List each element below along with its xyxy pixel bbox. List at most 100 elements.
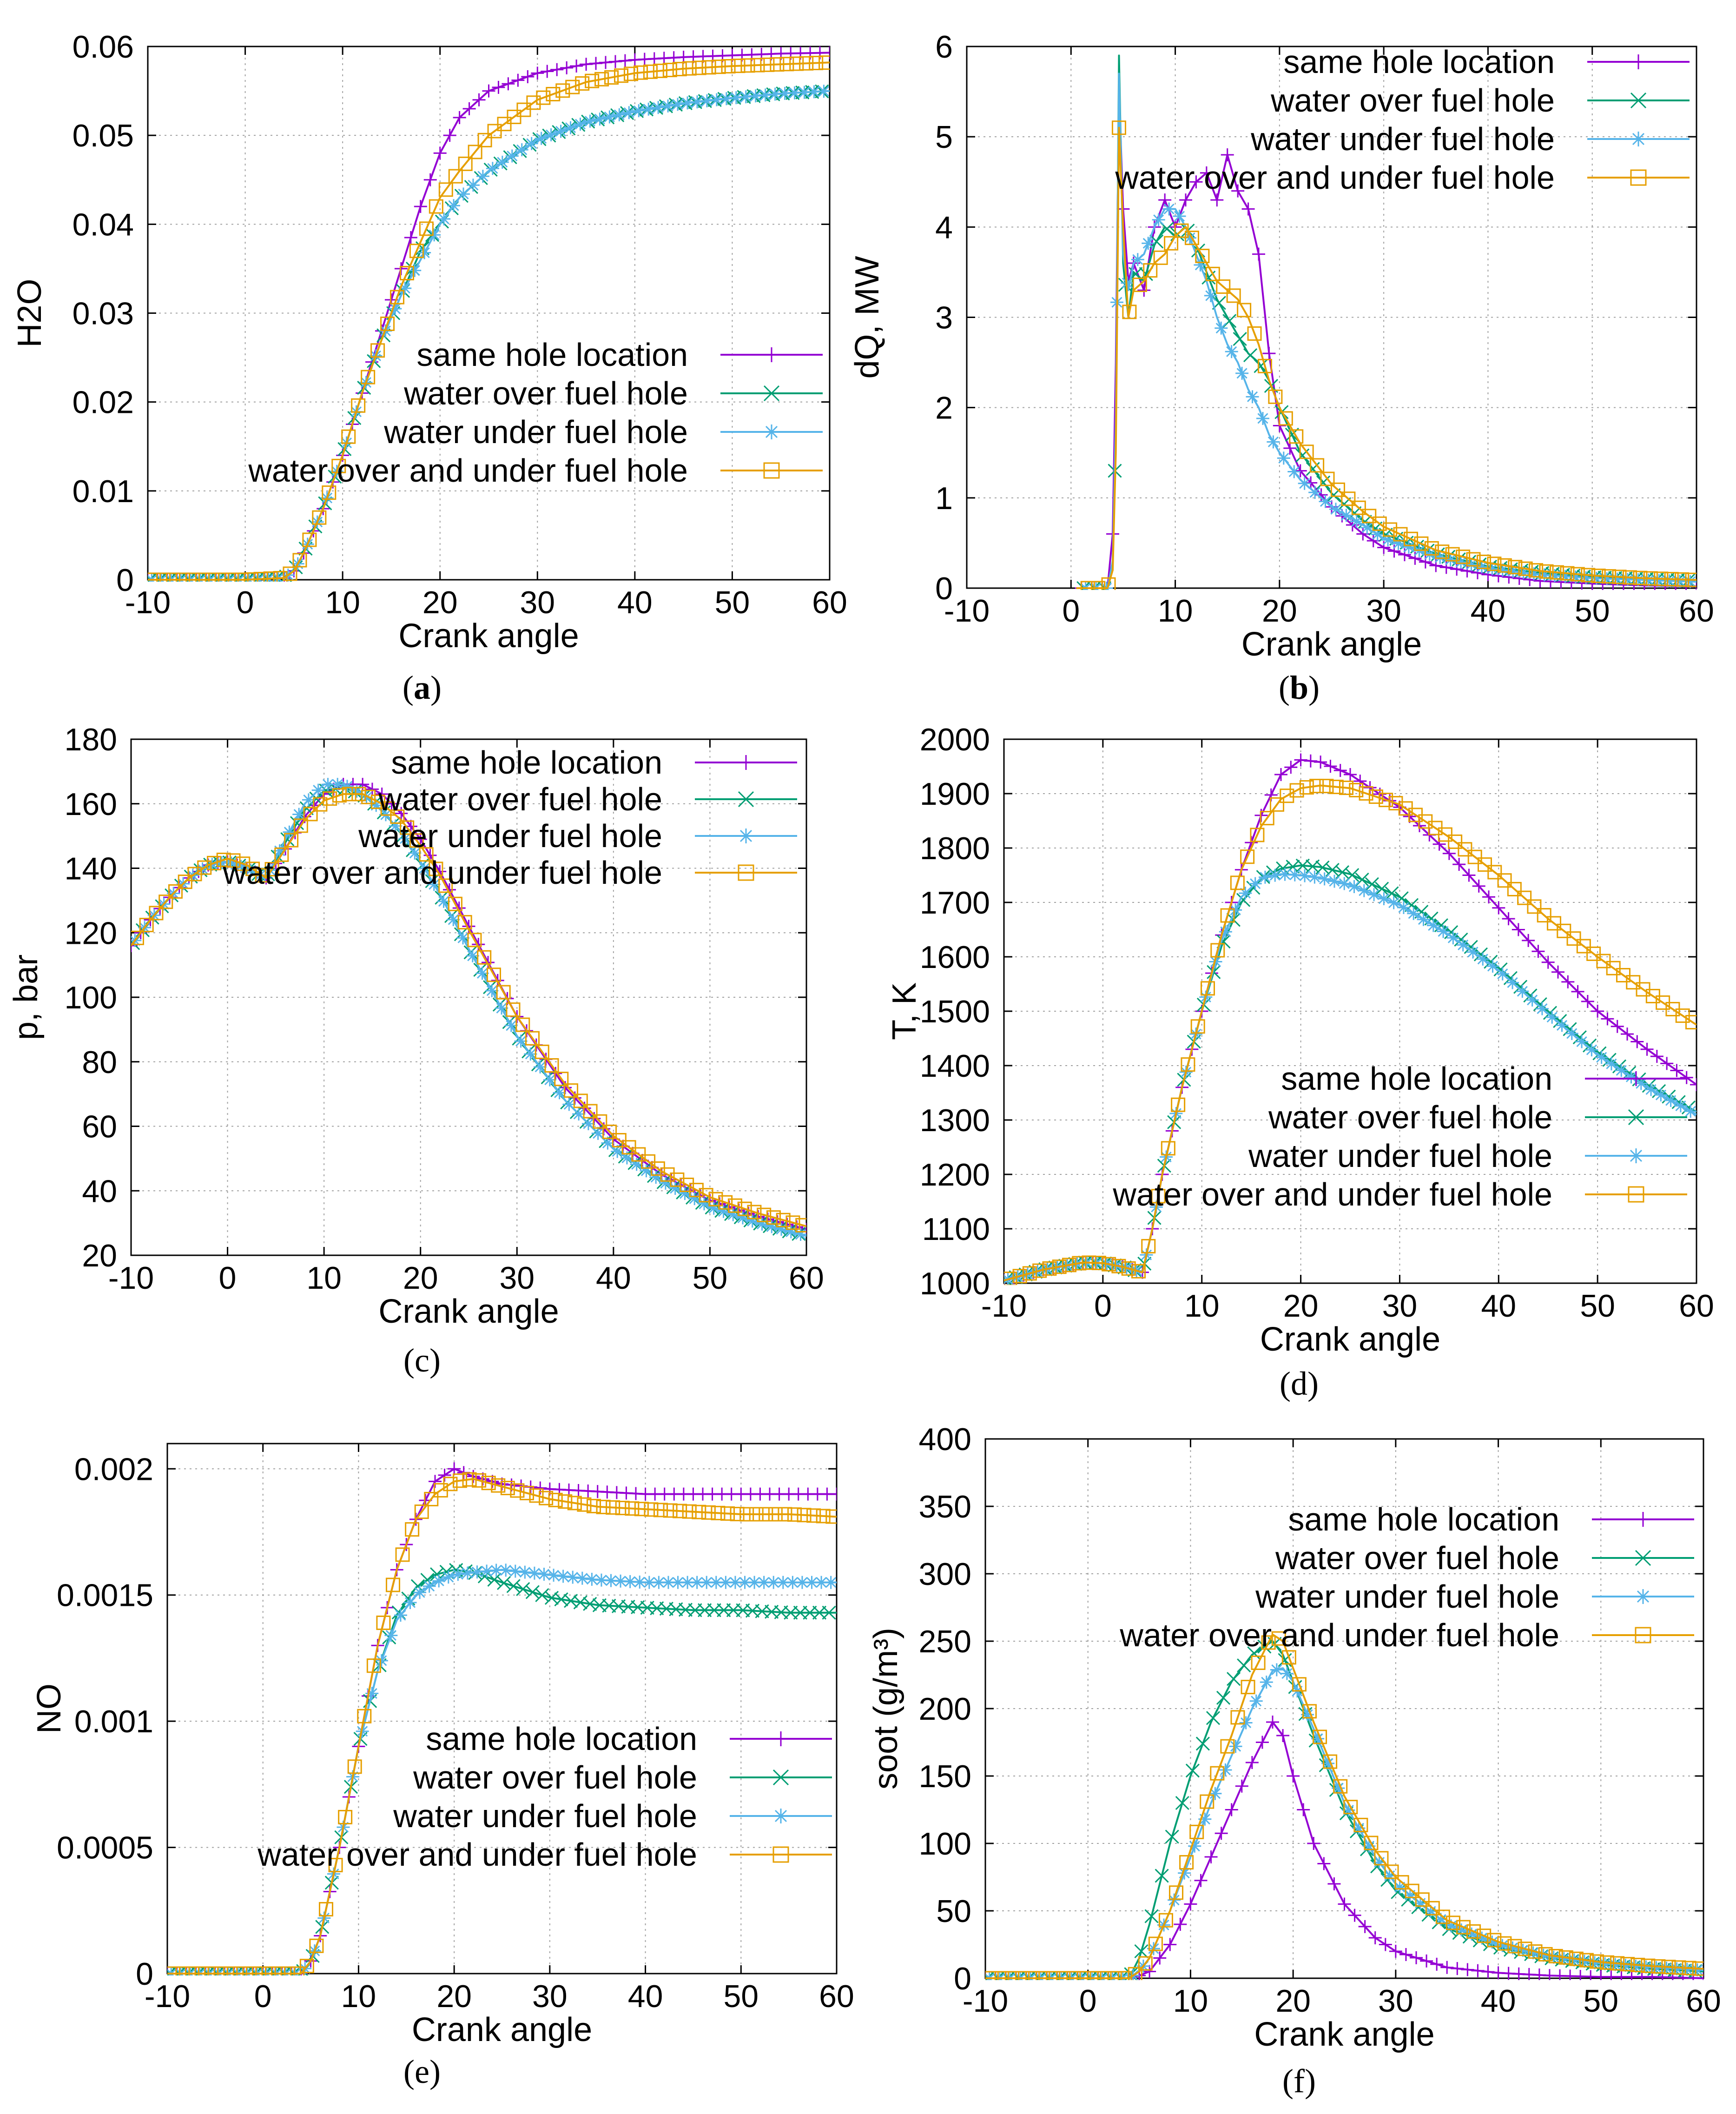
data-point (1046, 1971, 1061, 1980)
data-point (341, 429, 356, 444)
data-point (1670, 1064, 1683, 1077)
legend-label: water over fuel hole (1270, 82, 1555, 119)
data-point (1325, 862, 1340, 877)
data-point (1185, 1763, 1200, 1778)
data-point (748, 1576, 761, 1589)
caption-paren-close: ) (430, 669, 442, 706)
legend-label: water over fuel hole (1268, 1099, 1552, 1135)
data-point (1183, 231, 1196, 245)
data-point (1644, 1083, 1658, 1096)
data-point (1342, 1803, 1355, 1817)
data-point (1179, 1855, 1194, 1870)
data-point (750, 58, 765, 73)
data-point (510, 1483, 525, 1498)
data-point (384, 1629, 398, 1642)
data-point (1298, 869, 1312, 882)
y-tick-label: 2000 (920, 722, 990, 757)
data-point (709, 1576, 723, 1589)
legend-label: water over fuel hole (1275, 1540, 1559, 1576)
x-tick-label: 50 (1583, 1983, 1618, 2019)
data-point (323, 791, 337, 806)
data-point (1516, 1944, 1530, 1957)
data-point (633, 65, 648, 80)
data-point (472, 1473, 487, 1488)
data-point (1237, 303, 1252, 318)
series-line (985, 1721, 1703, 1979)
data-point (731, 59, 746, 73)
data-point (564, 1083, 579, 1098)
data-point (539, 1491, 554, 1505)
data-point (799, 56, 814, 71)
data-point (1222, 314, 1237, 328)
data-point (699, 1188, 713, 1203)
data-point (1216, 279, 1231, 294)
data-point (1032, 1263, 1047, 1278)
data-point (529, 1488, 544, 1503)
data-point (476, 170, 489, 183)
data-point (1497, 1936, 1512, 1951)
caption-paren-close: ) (1308, 669, 1320, 706)
data-point (1383, 522, 1398, 537)
data-point (778, 86, 792, 100)
data-point (443, 1477, 458, 1491)
data-point (433, 146, 447, 160)
data-point (653, 1503, 668, 1518)
data-point (1541, 955, 1555, 969)
data-point (1164, 236, 1179, 251)
data-point (395, 1547, 410, 1562)
data-point (424, 1491, 439, 1506)
data-point (659, 1176, 672, 1190)
data-point (1319, 779, 1334, 794)
data-point (1549, 565, 1564, 580)
data-point (1359, 786, 1373, 801)
data-point (697, 1197, 711, 1211)
data-point (1410, 1951, 1423, 1964)
data-point (1204, 289, 1217, 302)
data-point (1424, 541, 1439, 556)
data-point (482, 956, 495, 969)
data-point (1181, 1057, 1195, 1072)
data-point (242, 1966, 257, 1975)
data-point (274, 847, 289, 862)
data-point (1317, 1857, 1331, 1870)
data-point (1158, 1913, 1173, 1928)
y-tick-label: 3 (935, 300, 953, 336)
data-point (1517, 566, 1530, 579)
y-tick-label: 0.03 (73, 296, 134, 331)
data-point (718, 1195, 733, 1210)
data-point (1111, 1259, 1126, 1273)
data-point (1309, 779, 1324, 794)
data-point (1420, 1954, 1433, 1968)
x-tick-label: 60 (819, 1979, 854, 2014)
data-point (1025, 1971, 1040, 1980)
data-point (1570, 567, 1585, 582)
data-point (1230, 1710, 1245, 1725)
data-point (608, 55, 622, 68)
data-point (544, 1058, 559, 1073)
data-point (1508, 560, 1523, 575)
data-point (1219, 1763, 1232, 1776)
data-point (485, 984, 499, 997)
data-point (234, 860, 248, 873)
data-point (486, 968, 501, 982)
data-point (356, 778, 370, 791)
data-point (207, 855, 222, 870)
data-point (822, 1605, 836, 1620)
data-point (701, 60, 716, 75)
data-point (611, 1145, 624, 1158)
data-point (1640, 1042, 1654, 1056)
data-point (653, 63, 667, 78)
data-point (216, 852, 231, 867)
data-point (625, 1501, 640, 1516)
data-point (1446, 1915, 1460, 1930)
data-point (1308, 870, 1321, 884)
data-point (1610, 1956, 1625, 1971)
data-point (1332, 1782, 1345, 1795)
data-point (1210, 1766, 1225, 1781)
data-point (688, 1192, 701, 1206)
data-point (438, 878, 453, 893)
x-tick-label: 10 (1184, 1288, 1220, 1324)
data-point (357, 1709, 372, 1723)
data-point (541, 65, 554, 78)
